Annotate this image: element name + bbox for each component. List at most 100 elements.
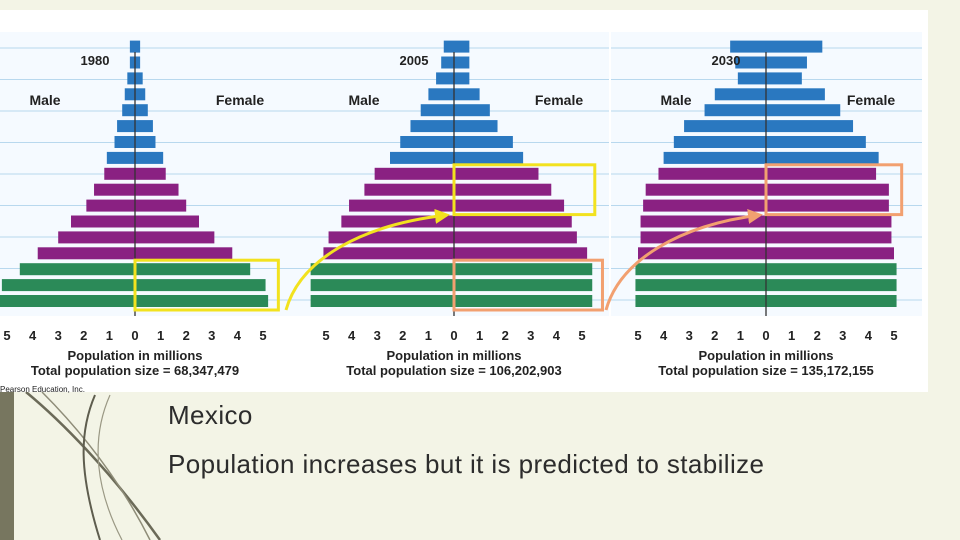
bar-male xyxy=(390,151,454,164)
highlight-box-orange xyxy=(452,258,604,312)
tick-label: 2 xyxy=(502,328,509,343)
bar-male xyxy=(124,88,135,101)
bar-female xyxy=(766,151,879,164)
tick-label: 4 xyxy=(865,328,873,343)
bar-female xyxy=(135,247,233,260)
bar-male xyxy=(106,151,135,164)
tick-label: 4 xyxy=(553,328,561,343)
bar-female xyxy=(454,104,490,117)
tick-label: 1 xyxy=(788,328,795,343)
tick-label: 3 xyxy=(374,328,381,343)
female-label: Female xyxy=(847,92,895,108)
highlight-box-orange xyxy=(764,163,904,217)
bar-male xyxy=(86,199,135,212)
bar-male xyxy=(104,167,135,180)
bar-female xyxy=(454,295,593,307)
bar-male xyxy=(349,199,454,212)
bar-male xyxy=(374,167,454,180)
decorative-swoosh xyxy=(82,394,101,540)
tick-label: 1 xyxy=(737,328,744,343)
tick-label: 3 xyxy=(527,328,534,343)
tick-label: 1 xyxy=(425,328,432,343)
decorative-side-strip xyxy=(0,392,14,540)
bar-male xyxy=(645,183,766,196)
bar-female xyxy=(135,88,146,101)
bar-male xyxy=(704,104,766,117)
bar-female xyxy=(454,151,524,164)
pyramid-year-label: 1980 xyxy=(81,53,110,68)
tick-label: 1 xyxy=(476,328,483,343)
decorative-swoosh xyxy=(97,394,123,540)
tick-label: 4 xyxy=(234,328,242,343)
tick-label: 3 xyxy=(839,328,846,343)
bar-male xyxy=(673,136,766,148)
bar-male xyxy=(310,295,454,307)
bar-female xyxy=(766,120,854,133)
x-axis-label: Population in millions xyxy=(67,348,202,363)
bar-male xyxy=(400,136,454,148)
bar-female xyxy=(766,40,823,53)
pyramid-2030: 2030 Male Female 5 4 3 2 1 0 1 2 3 4 5 Population in m… xyxy=(611,32,922,378)
bar-female xyxy=(766,167,877,180)
male-label: Male xyxy=(29,92,60,108)
female-label: Female xyxy=(535,92,583,108)
bar-male xyxy=(19,263,135,276)
bar-female xyxy=(454,56,470,69)
bar-female xyxy=(454,279,593,292)
bar-female xyxy=(766,215,892,228)
bar-female xyxy=(454,183,552,196)
bar-female xyxy=(135,231,215,244)
total-population-label: Total population size = 135,172,155 xyxy=(658,363,873,378)
tick-label: 2 xyxy=(399,328,406,343)
bar-male xyxy=(117,120,135,133)
tick-label: 2 xyxy=(183,328,190,343)
tick-label: 5 xyxy=(259,328,266,343)
male-label: Male xyxy=(348,92,379,108)
bar-female xyxy=(135,136,156,148)
bar-female xyxy=(135,279,266,292)
highlight-box-yellow xyxy=(133,258,280,312)
bar-female xyxy=(454,88,480,101)
tick-label: 2 xyxy=(814,328,821,343)
bar-male xyxy=(310,263,454,276)
bar-female xyxy=(766,183,889,196)
bar-male xyxy=(127,72,135,85)
bar-female xyxy=(766,136,866,148)
bar-male xyxy=(638,247,766,260)
bar-male xyxy=(410,120,454,133)
decorative-swoosh xyxy=(25,391,162,540)
bar-male xyxy=(129,56,135,69)
bar-female xyxy=(135,120,153,133)
tick-label: 5 xyxy=(578,328,585,343)
bar-male xyxy=(684,120,766,133)
bar-female xyxy=(766,72,802,85)
tick-label: 4 xyxy=(29,328,37,343)
bar-male xyxy=(122,104,135,117)
bar-female xyxy=(454,247,588,260)
cohort-arrow-yellow xyxy=(284,208,450,311)
bar-male xyxy=(1,279,135,292)
bar-female xyxy=(766,56,807,69)
bar-female xyxy=(454,231,577,244)
bar-male xyxy=(643,199,766,212)
total-population-label: Total population size = 68,347,479 xyxy=(31,363,239,378)
pyramid-1980: 1980 Male Female 5 4 3 2 1 0 1 2 3 4 5 Population in m… xyxy=(0,32,292,378)
bar-female xyxy=(766,295,897,307)
tick-label: 1 xyxy=(157,328,164,343)
figure-credit: Pearson Education, Inc. xyxy=(0,385,85,394)
bar-female xyxy=(135,40,141,53)
x-axis-label: Population in millions xyxy=(698,348,833,363)
tick-label: 5 xyxy=(634,328,641,343)
tick-label: 3 xyxy=(55,328,62,343)
bar-male xyxy=(420,104,454,117)
tick-label: 0 xyxy=(131,328,138,343)
bar-female xyxy=(766,279,897,292)
bar-female xyxy=(454,136,513,148)
tick-label: 2 xyxy=(711,328,718,343)
tick-label: 2 xyxy=(80,328,87,343)
bar-female xyxy=(135,295,269,307)
bar-male xyxy=(364,183,454,196)
tick-label: 0 xyxy=(450,328,457,343)
cohort-arrow-orange xyxy=(604,209,763,311)
bar-female xyxy=(135,167,166,180)
